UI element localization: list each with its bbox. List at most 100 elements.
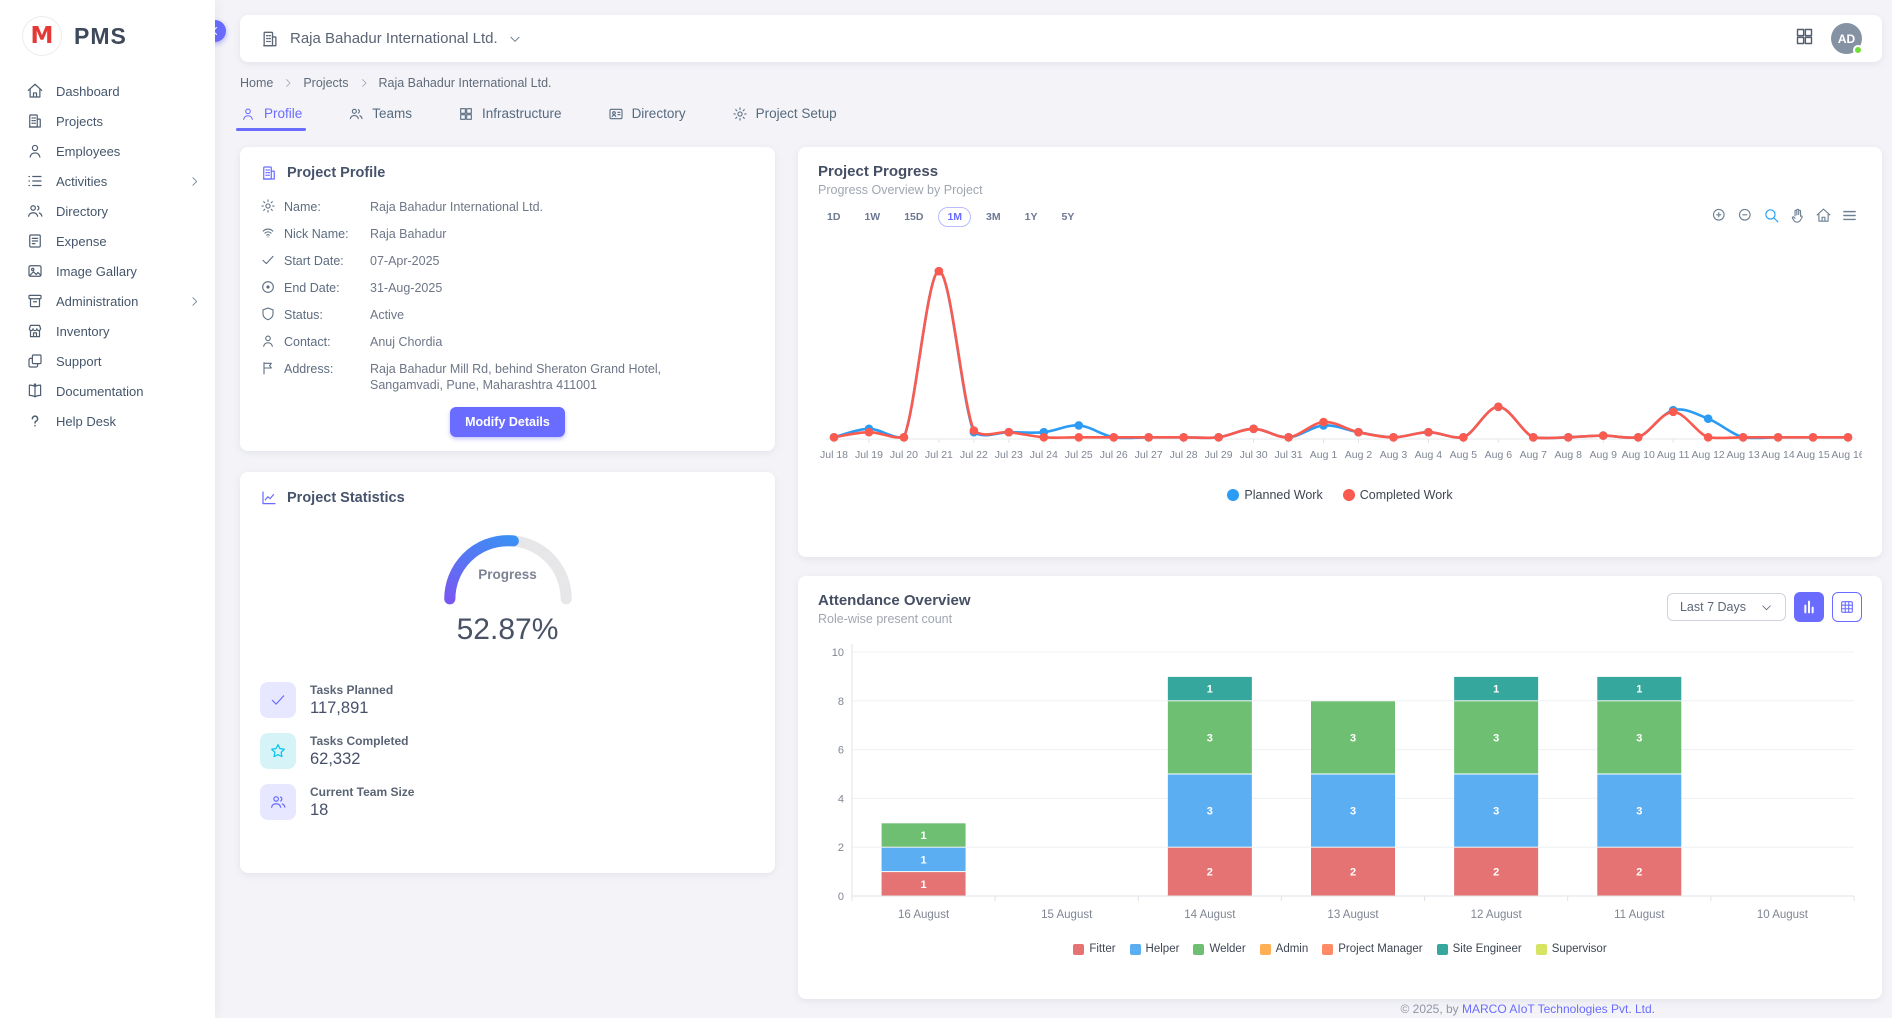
legend-item[interactable]: Site Engineer [1437,943,1522,955]
data-point[interactable] [1319,418,1328,427]
x-axis-label: Jul 26 [1100,449,1128,461]
footer-link[interactable]: MARCO AIoT Technologies Pvt. Ltd. [1462,1002,1655,1016]
pan-icon[interactable] [1789,207,1806,224]
data-point[interactable] [1424,428,1433,437]
bar-chart-icon [1801,599,1817,615]
x-axis-label: Aug 6 [1485,449,1513,461]
range-3m[interactable]: 3M [977,207,1010,227]
bar-value-label: 3 [1350,732,1356,744]
legend-item[interactable]: Fitter [1073,943,1115,955]
project-selector[interactable]: Raja Bahadur International Ltd. [260,29,522,49]
data-point[interactable] [1739,433,1748,442]
data-point[interactable] [830,433,839,442]
range-1y[interactable]: 1Y [1016,207,1047,227]
data-point[interactable] [1599,431,1608,440]
data-point[interactable] [1704,433,1713,442]
data-point[interactable] [865,428,874,437]
range-1m[interactable]: 1M [938,207,971,227]
tab-directory[interactable]: Directory [608,106,686,131]
legend-item[interactable]: Welder [1193,943,1245,955]
zoom-in-icon[interactable] [1711,207,1728,224]
data-point[interactable] [1529,433,1538,442]
sidebar-item-inventory[interactable]: Inventory [0,316,215,346]
data-point[interactable] [1774,433,1783,442]
data-point[interactable] [1284,433,1293,442]
range-15d[interactable]: 15D [895,207,932,227]
sidebar-item-activities[interactable]: Activities [0,166,215,196]
modify-details-button[interactable]: Modify Details [450,407,565,437]
x-axis-label: Aug 9 [1590,449,1618,461]
range-5y[interactable]: 5Y [1052,207,1083,227]
sidebar-item-expense[interactable]: Expense [0,226,215,256]
data-point[interactable] [970,426,979,435]
apps-grid-button[interactable] [1794,26,1815,52]
data-point[interactable] [1844,433,1853,442]
gauge-value: 52.87% [457,613,559,647]
home-reset-icon[interactable] [1815,207,1832,224]
data-point[interactable] [1354,428,1363,437]
stacked-bar-chart[interactable]: 024681016 August11115 August14 August233… [818,640,1862,936]
project-statistics-card: Project Statistics Progress 52.87% Tasks… [240,472,775,873]
menu-icon[interactable] [1841,207,1858,224]
chevron-right-icon [188,175,201,188]
breadcrumb-home[interactable]: Home [240,76,273,90]
data-point[interactable] [1494,402,1503,411]
sidebar-item-directory[interactable]: Directory [0,196,215,226]
x-axis-label: Jul 22 [960,449,988,461]
tab-infrastructure[interactable]: Infrastructure [458,106,562,131]
data-point[interactable] [900,433,909,442]
sidebar-item-label: Administration [56,294,138,309]
data-point[interactable] [1249,425,1258,434]
sidebar-item-help-desk[interactable]: Help Desk [0,406,215,436]
range-select[interactable]: Last 7 Days [1667,593,1786,621]
legend-item[interactable]: Helper [1130,943,1180,955]
data-point[interactable] [1564,433,1573,442]
breadcrumb-projects[interactable]: Projects [303,76,348,90]
x-axis-label: Jul 21 [925,449,953,461]
legend-item[interactable]: Planned Work [1227,488,1322,502]
legend-swatch [1343,489,1355,501]
tab-project-setup[interactable]: Project Setup [732,106,837,131]
sidebar-item-image-gallery[interactable]: Image Gallary [0,256,215,286]
legend-item[interactable]: Project Manager [1322,943,1422,955]
legend-item[interactable]: Completed Work [1343,488,1453,502]
app-logo[interactable]: M PMS [0,12,215,70]
data-point[interactable] [1214,433,1223,442]
legend-item[interactable]: Admin [1260,943,1309,955]
zoom-out-icon[interactable] [1737,207,1754,224]
sidebar-item-dashboard[interactable]: Dashboard [0,76,215,106]
data-point[interactable] [1144,433,1153,442]
legend-swatch [1536,944,1547,955]
tab-profile[interactable]: Profile [240,106,302,131]
data-point[interactable] [1179,433,1188,442]
data-point[interactable] [1459,433,1468,442]
legend-item[interactable]: Supervisor [1536,943,1607,955]
data-point[interactable] [1109,433,1118,442]
bar-view-button[interactable] [1794,592,1824,622]
data-point[interactable] [1074,433,1083,442]
sidebar-item-projects[interactable]: Projects [0,106,215,136]
table-view-button[interactable] [1832,592,1862,622]
tab-teams[interactable]: Teams [348,106,412,131]
data-point[interactable] [1389,433,1398,442]
x-axis-label: Aug 7 [1520,449,1548,461]
sidebar-item-support[interactable]: Support [0,346,215,376]
data-point[interactable] [1669,408,1678,417]
range-1w[interactable]: 1W [855,207,889,227]
data-point[interactable] [1074,421,1083,430]
sidebar-item-employees[interactable]: Employees [0,136,215,166]
data-point[interactable] [1809,433,1818,442]
user-avatar[interactable]: AD [1831,23,1862,54]
data-point[interactable] [935,267,944,276]
data-point[interactable] [1634,433,1643,442]
data-point[interactable] [1005,428,1014,437]
people-icon [348,106,364,122]
data-point[interactable] [1039,433,1048,442]
user-icon [240,106,256,122]
sidebar-item-documentation[interactable]: Documentation [0,376,215,406]
selection-zoom-icon[interactable] [1763,207,1780,224]
line-chart[interactable]: Jul 18Jul 19Jul 20Jul 21Jul 22Jul 23Jul … [818,243,1862,481]
data-point[interactable] [1704,414,1713,423]
sidebar-item-administration[interactable]: Administration [0,286,215,316]
range-1d[interactable]: 1D [818,207,849,227]
